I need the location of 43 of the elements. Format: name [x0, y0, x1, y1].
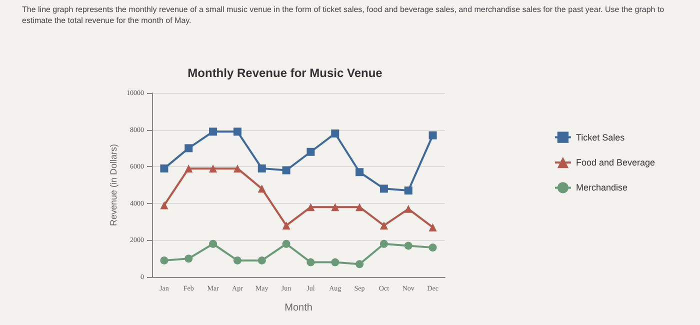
point — [282, 166, 290, 174]
point — [331, 129, 340, 138]
point — [428, 244, 437, 252]
point — [282, 240, 290, 248]
point — [209, 240, 218, 248]
legend-label: Food and Beverage — [576, 158, 656, 168]
chart-title: Monthly Revenue for Music Venue — [188, 66, 383, 80]
point — [356, 168, 364, 176]
point — [184, 144, 193, 152]
point — [184, 254, 193, 263]
point — [331, 258, 340, 266]
point — [428, 131, 437, 140]
legend-label: Merchandise — [576, 182, 628, 193]
y-axis-title: Revenue (in Dollars) — [108, 144, 118, 226]
point — [380, 221, 388, 230]
point — [160, 256, 168, 264]
point — [331, 203, 340, 212]
text: The line graph represents the monthly revenue of a small music venue in the form of ticket sales, food and beverage sales, and merchandise sales for the past year. Use the graph to estimate the total revenue for the month of May. — [22, 4, 666, 26]
point — [233, 128, 242, 136]
point — [356, 203, 364, 212]
x-axis-title: Month — [284, 302, 312, 314]
point — [306, 258, 315, 266]
legend-label: Ticket Sales — [576, 132, 626, 142]
point — [209, 128, 218, 136]
point — [258, 184, 266, 193]
point — [184, 164, 193, 172]
point — [233, 256, 242, 264]
point — [209, 164, 218, 172]
point — [258, 164, 266, 172]
point — [356, 260, 364, 268]
point — [306, 203, 315, 212]
point — [306, 148, 315, 156]
point — [380, 240, 388, 248]
point — [428, 223, 437, 232]
point — [258, 256, 266, 264]
point — [404, 204, 412, 213]
point — [404, 242, 412, 250]
point — [233, 164, 242, 172]
point — [160, 164, 168, 172]
point — [160, 201, 168, 210]
point — [380, 184, 388, 193]
point — [282, 221, 290, 230]
point — [404, 186, 412, 195]
